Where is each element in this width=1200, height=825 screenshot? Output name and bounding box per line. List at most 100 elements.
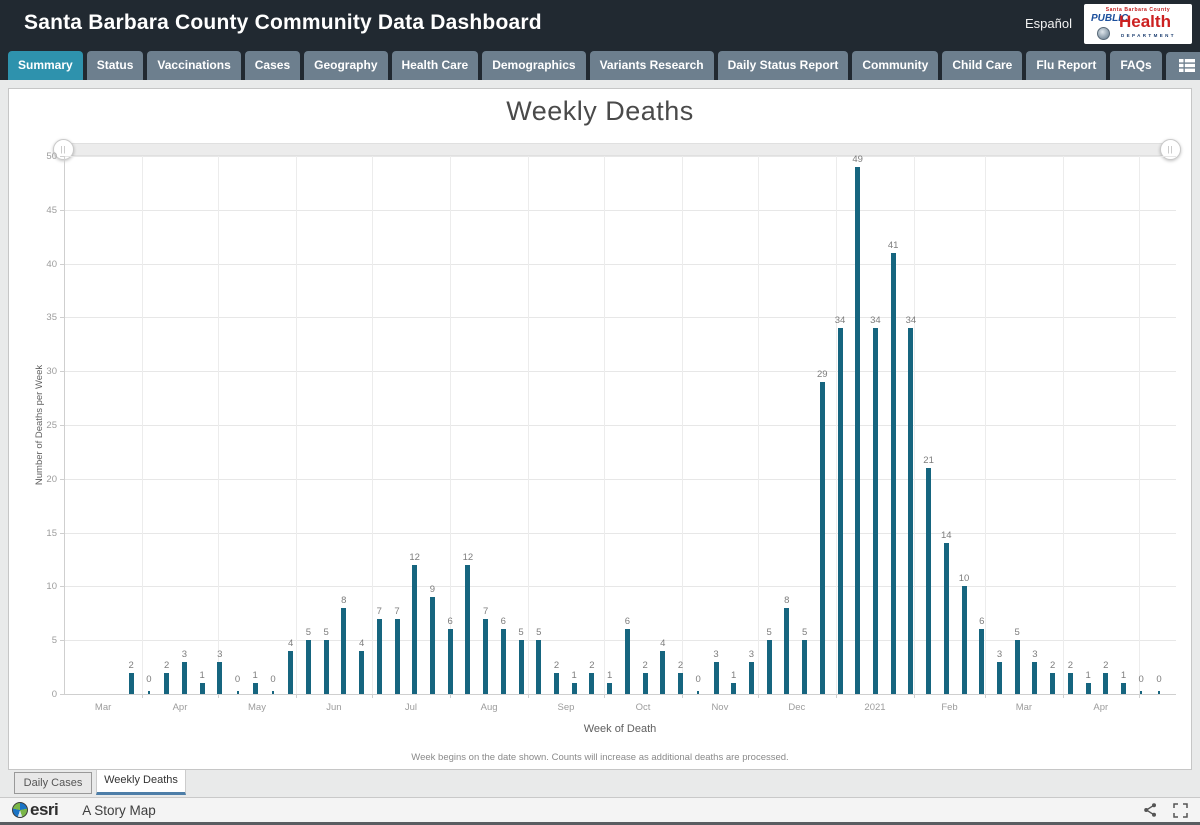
fullscreen-icon[interactable] xyxy=(1173,802,1188,818)
bar[interactable] xyxy=(1103,672,1109,694)
bar[interactable] xyxy=(394,618,400,694)
bar[interactable] xyxy=(518,640,524,694)
bar[interactable] xyxy=(1032,661,1038,694)
bar[interactable] xyxy=(642,672,648,694)
bar[interactable] xyxy=(1121,683,1126,694)
nav-tab-geography[interactable]: Geography xyxy=(304,51,388,80)
nav-tab-grid-list-icon[interactable] xyxy=(1165,52,1200,80)
time-range-slider-right-handle[interactable]: || xyxy=(1160,139,1181,160)
nav-tab-demographics[interactable]: Demographics xyxy=(482,51,586,80)
bar[interactable] xyxy=(872,328,878,694)
bar[interactable] xyxy=(305,640,311,694)
bar[interactable] xyxy=(429,597,435,694)
bar[interactable] xyxy=(766,640,772,694)
nav-tab-community[interactable]: Community xyxy=(852,51,939,80)
bar[interactable] xyxy=(1050,672,1056,694)
bar[interactable] xyxy=(607,683,613,694)
nav-tab-flu-report[interactable]: Flu Report xyxy=(1026,51,1107,80)
bar[interactable] xyxy=(660,651,666,694)
bar[interactable] xyxy=(536,640,542,694)
bar[interactable] xyxy=(979,629,985,694)
view-tab-daily-cases[interactable]: Daily Cases xyxy=(14,772,92,794)
language-toggle-link[interactable]: Español xyxy=(1025,16,1072,31)
x-tick-mark xyxy=(682,694,684,698)
bar[interactable] xyxy=(678,672,683,694)
bar-value-label: 5 xyxy=(801,627,808,639)
bar[interactable] xyxy=(837,328,843,694)
gridline-horizontal xyxy=(64,209,1176,211)
bar[interactable] xyxy=(802,640,808,694)
x-tick-mark xyxy=(1138,694,1140,698)
bar[interactable] xyxy=(890,252,896,694)
bar-zero-dot[interactable] xyxy=(697,691,700,694)
nav-tab-cases[interactable]: Cases xyxy=(244,51,301,80)
bar[interactable] xyxy=(554,672,559,694)
bar-value-label: 34 xyxy=(870,315,881,327)
nav-tab-health-care[interactable]: Health Care xyxy=(391,51,479,80)
bar[interactable] xyxy=(500,629,506,694)
bar[interactable] xyxy=(164,672,170,694)
logo-health-text: Health xyxy=(1119,12,1171,31)
bar[interactable] xyxy=(908,328,914,694)
bar[interactable] xyxy=(855,166,861,694)
bar[interactable] xyxy=(341,607,347,694)
bar[interactable] xyxy=(1085,683,1091,694)
bar[interactable] xyxy=(465,564,471,694)
bar-zero-dot[interactable] xyxy=(147,691,150,694)
bar[interactable] xyxy=(323,640,329,694)
bar[interactable] xyxy=(571,683,577,694)
y-tick-mark xyxy=(60,478,64,480)
bar[interactable] xyxy=(128,672,134,694)
gridline-horizontal xyxy=(64,532,1176,534)
chart-panel: Weekly Deaths || || Number of Deaths per… xyxy=(8,88,1192,770)
time-range-slider-left-handle[interactable]: || xyxy=(53,139,74,160)
bar[interactable] xyxy=(199,683,205,694)
view-tab-weekly-deaths[interactable]: Weekly Deaths xyxy=(96,770,186,795)
bar-zero-dot[interactable] xyxy=(1140,691,1143,694)
share-icon[interactable] xyxy=(1142,802,1158,818)
bar[interactable] xyxy=(784,607,790,694)
x-axis-title: Week of Death xyxy=(583,723,657,735)
nav-tab-status[interactable]: Status xyxy=(86,51,144,80)
y-tick-label: 40 xyxy=(46,258,57,270)
nav-tab-child-care[interactable]: Child Care xyxy=(942,51,1023,80)
logo-department-text: DEPARTMENT xyxy=(1121,33,1176,38)
bar[interactable] xyxy=(961,586,967,694)
app-header: Santa Barbara County Community Data Dash… xyxy=(0,0,1200,48)
bar[interactable] xyxy=(589,672,595,694)
bar-zero-dot[interactable] xyxy=(236,691,239,694)
bar[interactable] xyxy=(288,651,294,694)
bar[interactable] xyxy=(926,468,932,694)
bar[interactable] xyxy=(997,661,1002,694)
bar[interactable] xyxy=(819,382,825,694)
month-label: Dec xyxy=(788,702,806,713)
nav-tab-vaccinations[interactable]: Vaccinations xyxy=(147,51,241,80)
bar[interactable] xyxy=(943,543,949,694)
y-tick-label: 30 xyxy=(46,366,57,378)
bar[interactable] xyxy=(1014,640,1020,694)
bar[interactable] xyxy=(624,629,630,694)
nav-tab-daily-status-report[interactable]: Daily Status Report xyxy=(717,51,849,80)
bar[interactable] xyxy=(359,651,365,694)
nav-tab-variants-research[interactable]: Variants Research xyxy=(589,51,714,80)
bar[interactable] xyxy=(217,661,223,694)
nav-tab-summary[interactable]: Summary xyxy=(8,51,83,80)
bar-zero-dot[interactable] xyxy=(272,691,274,694)
bar[interactable] xyxy=(731,683,737,694)
bar[interactable] xyxy=(252,683,258,694)
bar[interactable] xyxy=(483,618,489,694)
bar[interactable] xyxy=(713,661,719,694)
bar[interactable] xyxy=(1067,672,1073,694)
bar[interactable] xyxy=(412,564,418,694)
bar[interactable] xyxy=(376,618,382,694)
nav-tab-faqs[interactable]: FAQs xyxy=(1110,51,1162,80)
bar[interactable] xyxy=(748,661,754,694)
esri-logo[interactable]: esri xyxy=(30,800,59,819)
bar[interactable] xyxy=(447,629,453,694)
x-tick-mark xyxy=(528,694,530,698)
bar-value-label: 2 xyxy=(1067,659,1074,671)
bar-zero-dot[interactable] xyxy=(1158,691,1160,694)
bar-value-label: 1 xyxy=(571,670,577,682)
y-tick-mark xyxy=(60,586,64,588)
bar[interactable] xyxy=(181,661,187,694)
